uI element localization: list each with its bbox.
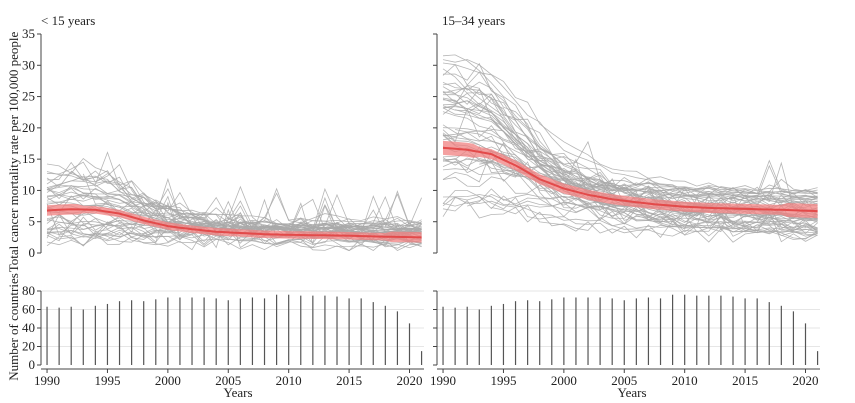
country-line xyxy=(442,190,818,243)
country-line xyxy=(46,195,422,239)
x-tick-label: 2015 xyxy=(732,373,758,388)
x-tick-label: 2005 xyxy=(215,373,241,388)
x-tick-label: 1990 xyxy=(34,373,60,388)
country-line xyxy=(442,62,818,197)
country-line xyxy=(442,133,818,198)
trend-line xyxy=(442,146,818,213)
country-line xyxy=(46,223,422,252)
trend-confidence-band xyxy=(47,203,422,243)
y-tick-label: 10 xyxy=(22,182,35,197)
y-tick-label: 25 xyxy=(22,89,35,104)
country-line xyxy=(46,201,422,248)
y-tick-label: 5 xyxy=(29,214,36,229)
country-line xyxy=(46,208,422,251)
x-tick-label: 2000 xyxy=(551,373,577,388)
x-tick-label: 2020 xyxy=(397,373,423,388)
x-tick-label: 2020 xyxy=(793,373,819,388)
bar-panel-15-34: 1990 1995 2000 2005 2010 2015 2020 xyxy=(430,290,820,388)
panel-title-right: 15–34 years xyxy=(442,13,505,28)
y-tick-label: 0 xyxy=(29,357,36,372)
x-tick-label: 1990 xyxy=(430,373,456,388)
y-tick-label: 30 xyxy=(22,57,35,72)
country-line xyxy=(491,119,818,203)
country-line xyxy=(442,146,818,194)
y-tick-label: 0 xyxy=(29,245,36,260)
x-tick-label: 2015 xyxy=(336,373,362,388)
country-line xyxy=(442,59,818,193)
country-line xyxy=(46,151,422,235)
x-tick-label: 2010 xyxy=(276,373,302,388)
country-line xyxy=(442,158,818,200)
y-tick-label: 20 xyxy=(22,120,35,135)
country-line xyxy=(442,157,818,195)
country-line xyxy=(442,154,818,225)
country-line xyxy=(46,218,422,231)
country-line xyxy=(442,107,818,229)
bar-panel-under-15: 0 20 40 60 80 1990 1995 2000 2005 2010 2015 2020 xyxy=(22,283,424,388)
country-line xyxy=(442,131,818,206)
country-line xyxy=(442,85,818,205)
country-line xyxy=(442,98,818,237)
y-tick-label: 80 xyxy=(22,283,35,298)
x-axis-title-left: Years xyxy=(223,385,252,400)
y-axis-title-bottom: Number of countries xyxy=(6,273,21,381)
x-tick-label: 2000 xyxy=(155,373,181,388)
y-tick-label: 40 xyxy=(22,320,35,335)
country-line xyxy=(46,201,422,235)
x-tick-label: 2005 xyxy=(611,373,637,388)
y-tick-label: 15 xyxy=(22,151,35,166)
line-panel-15-34 xyxy=(433,33,818,254)
panel-title-left: < 15 years xyxy=(41,13,95,28)
y-axis-title-top: Total cancer mortality rate per 100,000 … xyxy=(6,31,21,272)
country-line xyxy=(46,194,422,234)
x-tick-label: 2010 xyxy=(672,373,698,388)
x-axis-title-right: Years xyxy=(617,385,646,400)
country-line xyxy=(442,200,818,234)
x-tick-label: 1995 xyxy=(94,373,120,388)
bars xyxy=(442,294,819,365)
trend-line xyxy=(46,208,422,239)
y-tick-label: 60 xyxy=(22,302,35,317)
country-line xyxy=(442,142,818,195)
bars xyxy=(46,294,423,365)
country-line xyxy=(442,161,818,231)
y-tick-label: 35 xyxy=(22,26,35,41)
line-panel-under-15: 0 5 10 15 20 25 30 35 xyxy=(22,26,422,260)
y-tick-label: 20 xyxy=(22,339,35,354)
x-tick-label: 1995 xyxy=(490,373,516,388)
